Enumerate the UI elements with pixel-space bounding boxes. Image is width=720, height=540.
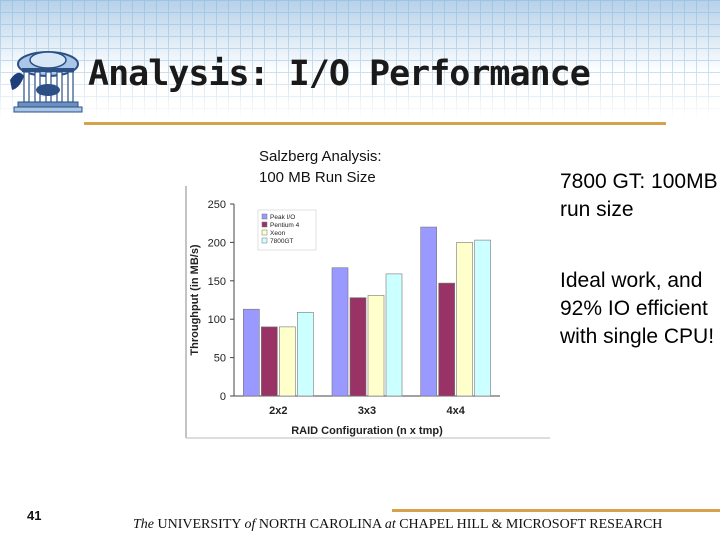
legend-swatch <box>261 229 268 236</box>
legend-label: Xeon <box>270 230 286 237</box>
bar-2x2-xeon <box>279 326 296 397</box>
y-axis-label: Throughput (in MB/s) <box>189 244 201 356</box>
y-tick-label: 100 <box>208 314 226 326</box>
x-tick-label: 3x3 <box>358 405 376 417</box>
note-7800gt: 7800 GT: 100MB run size <box>560 170 718 221</box>
title-underline <box>84 122 666 125</box>
x-tick-label: 4x4 <box>446 405 465 417</box>
legend-label: Peak I/O <box>270 214 295 221</box>
legend-swatch <box>261 221 268 228</box>
footer-of: of <box>244 517 256 532</box>
legend-swatch <box>261 237 268 244</box>
y-tick-label: 0 <box>220 391 226 403</box>
bar-4x4-7800gt <box>474 239 491 397</box>
chart-heading-line1: Salzberg Analysis: <box>259 148 382 165</box>
y-tick-label: 200 <box>208 237 226 249</box>
chart-heading: Salzberg Analysis: 100 MB Run Size <box>259 146 382 188</box>
y-tick-label: 250 <box>208 199 226 211</box>
footer-nc: NORTH CAROLINA <box>255 517 385 532</box>
header-gradient <box>0 0 720 120</box>
bar-3x3-peak-i-o <box>331 267 349 397</box>
legend-label: 7800GT <box>270 238 294 245</box>
footer-rest: CHAPEL HILL & MICROSOFT RESEARCH <box>395 517 663 532</box>
footer-university: UNIVERSITY <box>154 517 245 532</box>
bar-3x3-pentium-4 <box>349 297 367 397</box>
legend-box <box>257 209 317 251</box>
footer-the: The <box>133 517 154 532</box>
footer-text: The UNIVERSITY of NORTH CAROLINA at CHAP… <box>133 517 662 533</box>
x-axis-label: RAID Configuration (n x tmp) <box>291 425 443 437</box>
footer-at: at <box>384 517 396 532</box>
legend-swatch <box>261 213 268 220</box>
note-efficiency: Ideal work, and 92% IO efficient with si… <box>560 269 715 348</box>
footer-rule <box>392 509 720 512</box>
slide-title: Analysis: I/O Performance <box>88 54 591 94</box>
old-well-icon <box>10 51 83 113</box>
legend-label: Pentium 4 <box>270 222 300 229</box>
bar-2x2-pentium-4 <box>261 326 278 397</box>
bar-3x3-xeon <box>367 295 385 397</box>
bar-3x3-7800gt <box>385 273 403 397</box>
bar-2x2-peak-i-o <box>243 308 260 397</box>
y-tick-label: 150 <box>208 276 226 288</box>
bar-4x4-pentium-4 <box>438 282 455 397</box>
page-number: 41 <box>27 508 42 523</box>
x-tick-label: 2x2 <box>269 405 287 417</box>
chart-heading-line2: 100 MB Run Size <box>259 169 376 186</box>
bar-2x2-7800gt <box>297 311 314 397</box>
y-tick-label: 50 <box>214 353 226 365</box>
bar-4x4-peak-i-o <box>420 226 437 397</box>
bar-4x4-xeon <box>456 242 473 397</box>
